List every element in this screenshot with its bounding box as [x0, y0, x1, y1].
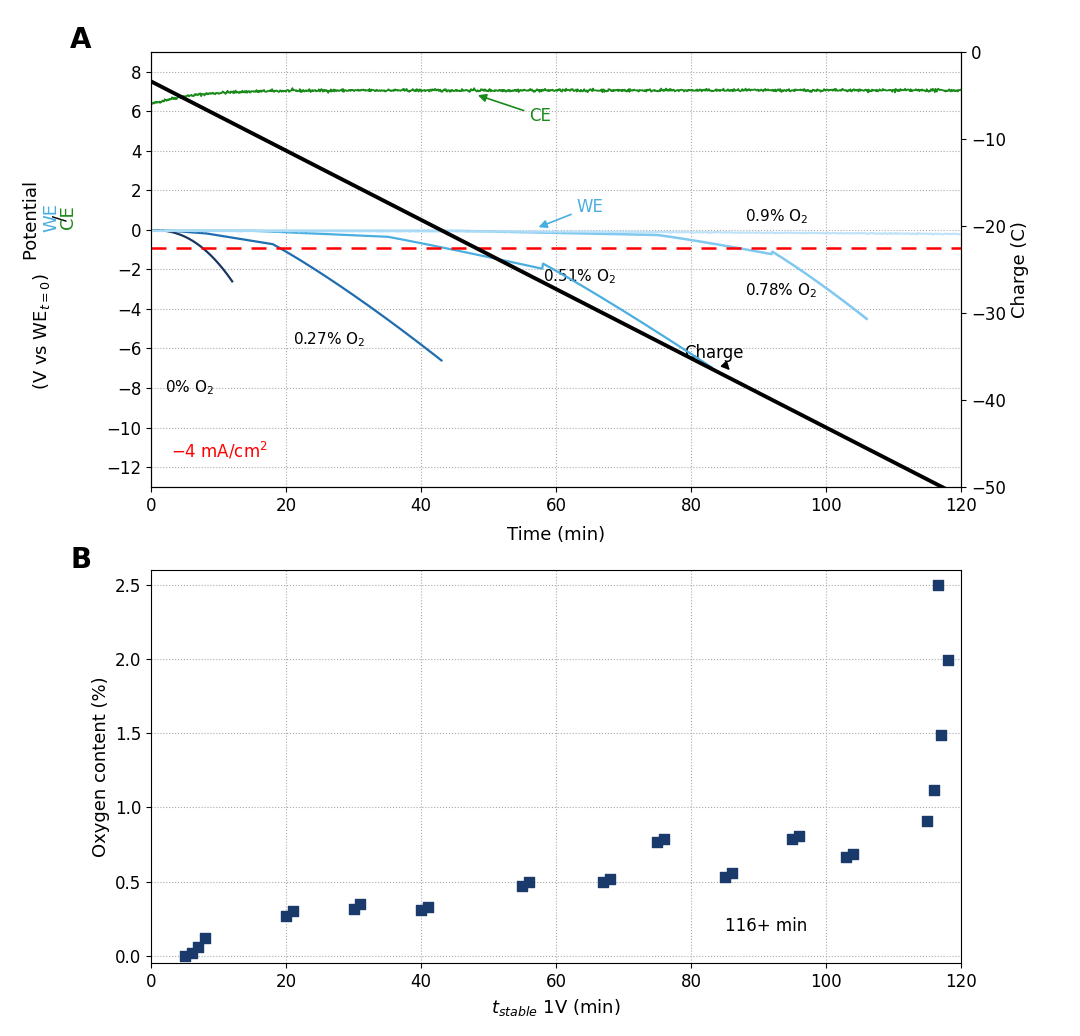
Text: $-4$ mA/cm$^2$: $-4$ mA/cm$^2$: [172, 440, 268, 461]
Point: [932, 726, 949, 743]
Point: [791, 828, 808, 844]
Point: [595, 873, 612, 890]
Text: WE: WE: [43, 203, 60, 232]
Text: 0.27% O$_2$: 0.27% O$_2$: [293, 330, 365, 349]
Text: CE: CE: [59, 206, 77, 229]
Point: [838, 848, 855, 865]
Point: [184, 945, 201, 961]
Point: [197, 930, 214, 947]
Point: [716, 869, 733, 886]
Point: [724, 865, 741, 882]
Point: [190, 939, 207, 955]
Point: [940, 652, 957, 668]
Text: B: B: [70, 546, 92, 574]
Point: [413, 901, 430, 918]
Point: [929, 576, 946, 593]
X-axis label: $t_{stable}$ 1V (min): $t_{stable}$ 1V (min): [491, 997, 621, 1017]
Point: [919, 812, 936, 829]
Point: [649, 833, 666, 850]
Point: [845, 845, 862, 862]
Text: Charge: Charge: [685, 344, 744, 369]
Text: /: /: [52, 214, 69, 221]
Point: [656, 831, 673, 847]
Text: (V vs WE$_{t=0}$): (V vs WE$_{t=0}$): [30, 274, 52, 390]
Point: [352, 896, 369, 913]
Text: 116+ min: 116+ min: [725, 917, 807, 934]
Point: [926, 781, 943, 798]
Text: 0% O$_2$: 0% O$_2$: [165, 378, 214, 397]
Point: [419, 899, 436, 916]
Y-axis label: Charge (C): Charge (C): [1012, 221, 1029, 318]
Point: [284, 903, 301, 920]
Text: 0.9% O$_2$: 0.9% O$_2$: [745, 207, 809, 226]
Point: [346, 900, 363, 917]
Point: [176, 948, 193, 965]
Text: 0.51% O$_2$: 0.51% O$_2$: [543, 267, 616, 286]
Text: CE: CE: [480, 94, 551, 125]
Point: [521, 873, 538, 890]
Point: [602, 870, 619, 887]
X-axis label: Time (min): Time (min): [508, 525, 605, 544]
Text: 0.78% O$_2$: 0.78% O$_2$: [745, 281, 818, 299]
Point: [514, 877, 531, 894]
Text: Potential: Potential: [24, 175, 41, 260]
Y-axis label: Oxygen content (%): Oxygen content (%): [92, 677, 109, 857]
Text: WE: WE: [540, 198, 604, 227]
Text: A: A: [70, 26, 92, 54]
Point: [784, 831, 801, 847]
Point: [278, 908, 295, 924]
